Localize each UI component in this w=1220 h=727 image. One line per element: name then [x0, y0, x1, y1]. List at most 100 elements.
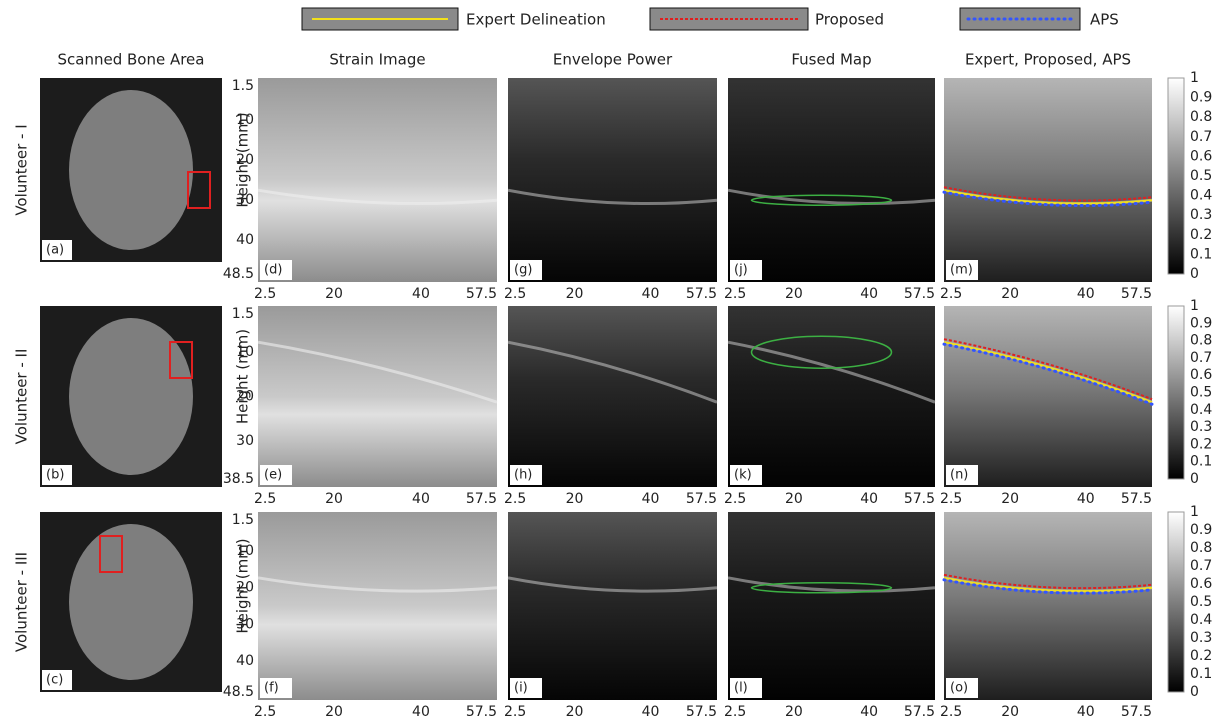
x-tick-label: 2.5: [724, 491, 746, 507]
x-tick-label: 2.5: [254, 286, 276, 302]
colorbar-tick-label: 1: [1190, 504, 1199, 520]
colorbar-tick-label: 0.4: [1190, 188, 1212, 204]
image-panel: [944, 78, 1152, 282]
skeleton-shape: [69, 524, 193, 680]
x-tick-label: 2.5: [940, 704, 962, 720]
column-header: Envelope Power: [553, 51, 673, 69]
x-tick-label: 40: [1077, 286, 1095, 302]
colorbar-tick-label: 0.9: [1190, 90, 1212, 106]
x-tick-label: 40: [412, 286, 430, 302]
column-header: Fused Map: [791, 51, 871, 69]
colorbar-tick-label: 0.6: [1190, 148, 1212, 164]
figure: Expert Delineation Proposed APS Scanned …: [0, 0, 1220, 727]
colorbar: [1168, 306, 1184, 479]
image-panel: [728, 78, 935, 282]
y-tick-label: 1.5: [232, 512, 254, 528]
x-tick-label: 20: [325, 704, 343, 720]
x-tick-label: 20: [325, 491, 343, 507]
x-tick-label: 2.5: [504, 286, 526, 302]
image-panel: [258, 306, 497, 487]
panel-letter: (l): [734, 681, 748, 696]
x-tick-label: 20: [785, 286, 803, 302]
x-tick-label: 57.5: [1121, 704, 1152, 720]
x-tick-label: 40: [860, 286, 878, 302]
x-tick-label: 57.5: [904, 491, 935, 507]
colorbar-tick-label: 0.3: [1190, 630, 1212, 646]
x-tick-label: 20: [566, 286, 584, 302]
colorbar-tick-label: 0.5: [1190, 385, 1212, 401]
colorbar-tick-label: 0.2: [1190, 436, 1212, 452]
colorbar-tick-label: 0.8: [1190, 109, 1212, 125]
colorbar-tick-label: 0.9: [1190, 522, 1212, 538]
panel-letter: (i): [514, 681, 528, 696]
image-panel: [258, 512, 497, 700]
x-tick-label: 40: [1077, 704, 1095, 720]
colorbar-tick-label: 0.4: [1190, 402, 1212, 418]
colorbar: [1168, 78, 1184, 274]
colorbar-tick-label: 1: [1190, 298, 1199, 314]
panel-letter: (e): [264, 468, 282, 483]
colorbar-tick-label: 0.7: [1190, 350, 1212, 366]
colorbar-tick-label: 0.6: [1190, 576, 1212, 592]
x-tick-label: 57.5: [686, 704, 717, 720]
colorbar-tick-label: 0.3: [1190, 207, 1212, 223]
colorbar-tick-label: 0.2: [1190, 648, 1212, 664]
column-header: Expert, Proposed, APS: [965, 51, 1131, 69]
x-tick-label: 2.5: [504, 491, 526, 507]
colorbar-tick-label: 0.7: [1190, 129, 1212, 145]
colorbar-tick-label: 0.6: [1190, 367, 1212, 383]
x-tick-label: 2.5: [254, 491, 276, 507]
x-tick-label: 57.5: [466, 491, 497, 507]
x-tick-label: 40: [412, 491, 430, 507]
panel-letter: (g): [514, 263, 532, 278]
x-tick-label: 20: [1001, 491, 1019, 507]
x-tick-label: 20: [1001, 286, 1019, 302]
colorbar-tick-label: 0.7: [1190, 558, 1212, 574]
x-tick-label: 57.5: [466, 286, 497, 302]
x-tick-label: 20: [785, 704, 803, 720]
image-panel: [508, 306, 717, 487]
colorbar-tick-label: 0.1: [1190, 666, 1212, 682]
x-tick-label: 40: [642, 704, 660, 720]
x-tick-label: 57.5: [904, 286, 935, 302]
x-tick-label: 2.5: [254, 704, 276, 720]
row-label: Volunteer - II: [13, 349, 31, 445]
y-axis-label: Height (mm): [234, 112, 252, 207]
x-tick-label: 57.5: [686, 286, 717, 302]
column-header: Strain Image: [329, 51, 425, 69]
colorbar-tick-label: 0.1: [1190, 246, 1212, 262]
panel-letter: (d): [264, 263, 282, 278]
x-tick-label: 40: [860, 704, 878, 720]
panel-letter: (b): [46, 468, 64, 483]
legend-box: [650, 8, 808, 30]
legend-box: [960, 8, 1080, 30]
colorbar-tick-label: 0.2: [1190, 227, 1212, 243]
legend-label: APS: [1090, 11, 1119, 29]
panel-letter: (o): [950, 681, 968, 696]
panel-letter: (n): [950, 468, 968, 483]
y-tick-label: 1.5: [232, 306, 254, 322]
image-panel: [728, 306, 935, 487]
legend-label: Proposed: [815, 11, 884, 29]
x-tick-label: 57.5: [1121, 491, 1152, 507]
x-tick-label: 20: [566, 491, 584, 507]
x-tick-label: 20: [785, 491, 803, 507]
x-tick-label: 40: [1077, 491, 1095, 507]
panel-letter: (h): [514, 468, 532, 483]
image-panel: [258, 78, 497, 282]
panel-letter: (m): [950, 263, 973, 278]
y-tick-label: 38.5: [223, 471, 254, 487]
y-tick-label: 40: [236, 232, 254, 248]
panel-letter: (a): [46, 243, 64, 258]
column-header: Scanned Bone Area: [58, 51, 205, 69]
image-panel: [508, 512, 717, 700]
colorbar-tick-label: 0.1: [1190, 454, 1212, 470]
image-panel: [508, 78, 717, 282]
y-tick-label: 40: [236, 653, 254, 669]
x-tick-label: 57.5: [1121, 286, 1152, 302]
y-axis-label: Height (mm): [234, 329, 252, 424]
colorbar-tick-label: 0.5: [1190, 168, 1212, 184]
x-tick-label: 40: [412, 704, 430, 720]
x-tick-label: 2.5: [940, 286, 962, 302]
colorbar-tick-label: 0: [1190, 471, 1199, 487]
